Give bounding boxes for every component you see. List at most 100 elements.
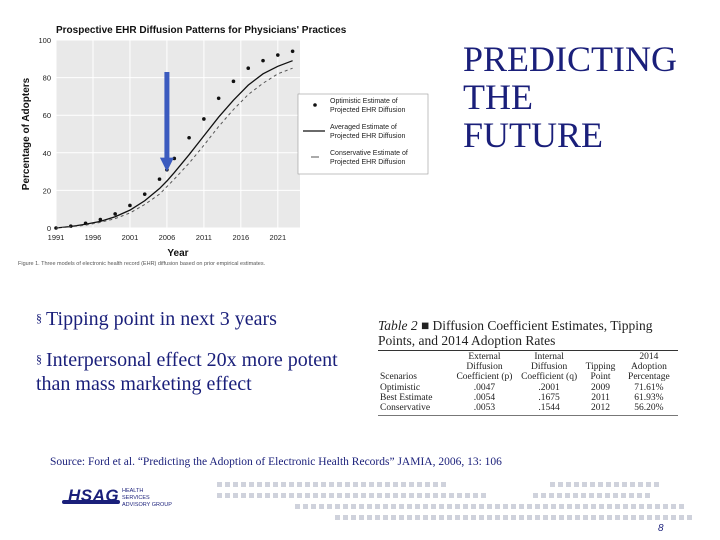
decor-square: [558, 482, 563, 487]
decor-square: [663, 515, 668, 520]
x-tick-label: 2011: [196, 233, 212, 242]
value-cell: .0053: [473, 403, 496, 413]
decor-square: [321, 493, 326, 498]
decor-square: [281, 482, 286, 487]
decor-square: [375, 515, 380, 520]
decor-square: [615, 515, 620, 520]
decor-square: [383, 515, 388, 520]
decor-square: [225, 482, 230, 487]
decor-square: [265, 493, 270, 498]
y-tick-label: 20: [43, 186, 51, 195]
decor-square: [337, 482, 342, 487]
decor-square: [615, 504, 620, 509]
bullet-icon: §: [36, 352, 42, 366]
decor-square: [630, 482, 635, 487]
value-cell: 2011: [591, 393, 610, 403]
decor-square: [257, 493, 262, 498]
decor-square: [519, 515, 524, 520]
decor-square: [647, 515, 652, 520]
decor-square: [614, 482, 619, 487]
y-tick-label: 100: [38, 36, 51, 45]
decor-square: [233, 482, 238, 487]
decor-square: [646, 482, 651, 487]
slide-title: PREDICTING THE FUTURE: [463, 40, 713, 154]
decor-square: [225, 493, 230, 498]
decor-square: [613, 493, 618, 498]
decor-square: [249, 493, 254, 498]
decor-square: [645, 493, 650, 498]
table-title-text: Diffusion Coefficient Estimates, Tipping…: [378, 318, 653, 348]
column-header: Internal Diffusion Coefficient (q): [521, 352, 578, 382]
decor-square: [559, 515, 564, 520]
y-tick-label: 0: [47, 224, 51, 233]
bullet-text: Interpersonal effect 20x more potent tha…: [36, 349, 338, 395]
decor-square: [343, 515, 348, 520]
y-axis-label: Percentage of Adopters: [21, 77, 32, 190]
decor-square: [345, 482, 350, 487]
data-point: [142, 192, 147, 196]
decor-square: [369, 493, 374, 498]
decor-square: [353, 482, 358, 487]
chart-title: Prospective EHR Diffusion Patterns for P…: [56, 25, 347, 36]
decor-square: [582, 482, 587, 487]
decor-square: [598, 482, 603, 487]
column-header: 2014 Adoption Percentage: [628, 352, 670, 382]
decor-square: [327, 504, 332, 509]
logo-swoosh-icon: [62, 500, 120, 504]
decor-square: [687, 515, 692, 520]
decor-square: [393, 493, 398, 498]
decor-square: [313, 482, 318, 487]
decor-square: [519, 504, 524, 509]
decor-square: [415, 515, 420, 520]
data-point: [202, 117, 206, 121]
decor-square: [655, 515, 660, 520]
scenario-cell: Conservative: [380, 403, 431, 413]
decor-square: [551, 504, 556, 509]
y-tick-label: 80: [43, 74, 51, 83]
decor-square: [575, 515, 580, 520]
decor-square: [527, 504, 532, 509]
decor-square: [535, 504, 540, 509]
page-number: 8: [658, 523, 664, 534]
diffusion-table: Table 2 ■ Diffusion Coefficient Estimate…: [378, 318, 678, 416]
logo-tagline: HEALTH SERVICES ADVISORY GROUP: [122, 488, 172, 508]
decor-square: [511, 515, 516, 520]
x-tick-label: 2021: [269, 233, 286, 242]
decor-square: [295, 504, 300, 509]
decor-square: [679, 515, 684, 520]
decor-square: [441, 493, 446, 498]
value-cell: 2012: [591, 403, 611, 413]
decor-square: [487, 515, 492, 520]
hsag-logo: HSAG HEALTH SERVICES ADVISORY GROUP: [58, 484, 172, 514]
decor-square: [543, 504, 548, 509]
decor-square: [391, 515, 396, 520]
decor-square: [359, 504, 364, 509]
table: Scenarios External Diffusion Coefficient…: [378, 351, 678, 413]
decor-square: [417, 493, 422, 498]
decor-square: [447, 515, 452, 520]
decor-square: [273, 482, 278, 487]
decor-square: [541, 493, 546, 498]
decor-square: [567, 504, 572, 509]
decor-square: [527, 515, 532, 520]
decor-square: [407, 515, 412, 520]
decor-square: [639, 504, 644, 509]
decor-square: [581, 493, 586, 498]
decor-square: [265, 482, 270, 487]
series-line: [55, 67, 293, 229]
decor-square: [607, 515, 612, 520]
decor-square: [311, 504, 316, 509]
ehr-diffusion-chart: Prospective EHR Diffusion Patterns for P…: [18, 25, 429, 267]
decor-square: [599, 504, 604, 509]
decor-square: [377, 493, 382, 498]
decor-square: [401, 482, 406, 487]
decor-square: [679, 504, 684, 509]
data-point: [246, 66, 251, 70]
decor-square: [407, 504, 412, 509]
decor-square: [623, 504, 628, 509]
decor-square: [303, 504, 308, 509]
decor-square: [495, 504, 500, 509]
decor-square: [559, 504, 564, 509]
decor-square: [511, 504, 516, 509]
source-citation: Source: Ford et al. “Predicting the Adop…: [50, 456, 502, 468]
